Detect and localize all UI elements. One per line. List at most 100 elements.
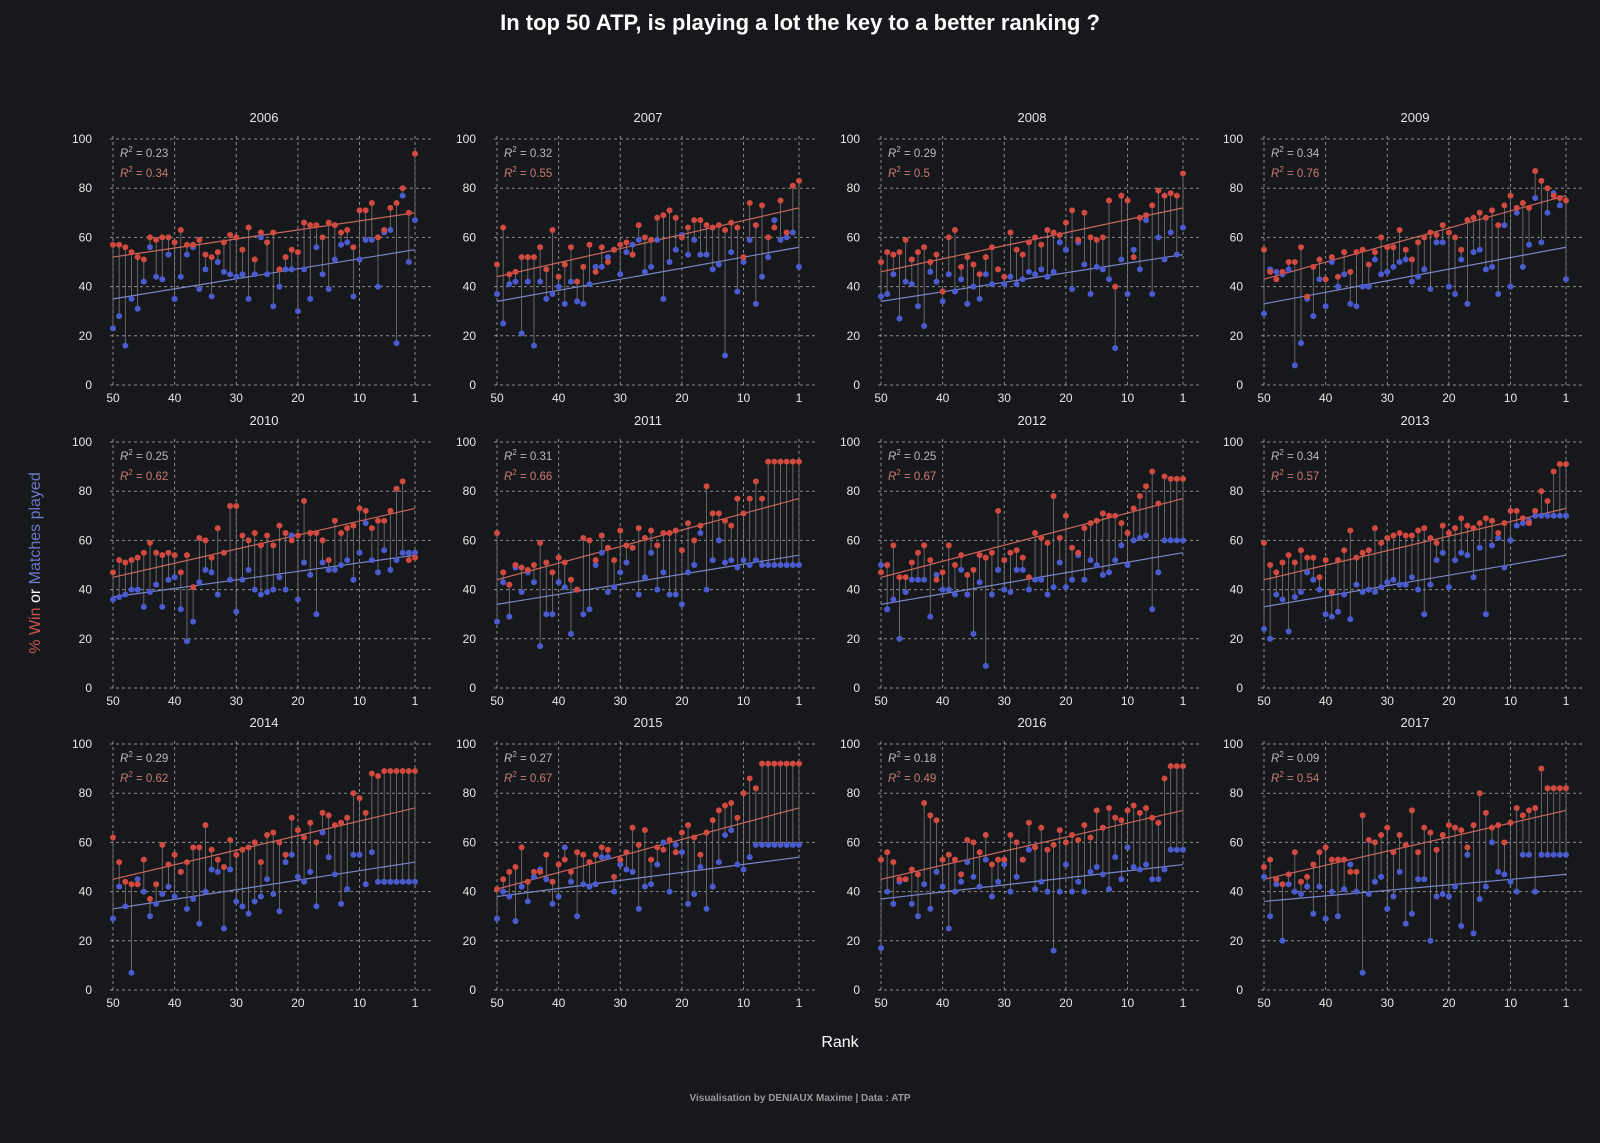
win-point: [1452, 234, 1459, 241]
played-point: [399, 878, 406, 885]
win-point: [902, 574, 909, 581]
win-point: [592, 268, 599, 275]
y-tick-label: 20: [79, 632, 93, 646]
r2-win-label: R2 = 0.62: [120, 468, 168, 483]
win-trend-line: [112, 212, 416, 258]
played-point: [356, 851, 363, 858]
played-point: [1390, 263, 1397, 270]
win-point: [1445, 229, 1452, 236]
played-point: [884, 606, 891, 613]
win-point: [995, 266, 1002, 273]
win-point: [140, 256, 147, 263]
y-tick-label: 60: [1230, 230, 1244, 244]
win-point: [1470, 525, 1477, 532]
r2-win-label: R2 = 0.62: [120, 770, 168, 785]
played-point: [958, 566, 965, 573]
win-point: [660, 212, 667, 219]
x-tick-label: 30: [230, 996, 244, 1010]
panel-title: 2016: [1018, 715, 1047, 730]
played-point: [796, 562, 802, 568]
win-point: [1501, 520, 1508, 527]
y-tick-label: 0: [469, 681, 476, 695]
played-point: [884, 290, 891, 297]
win-point: [190, 584, 197, 591]
played-point: [375, 569, 382, 576]
played-point: [1173, 846, 1180, 853]
played-point: [740, 259, 747, 265]
win-point: [1353, 249, 1360, 256]
played-point: [1149, 606, 1156, 613]
played-point: [592, 562, 599, 568]
win-point: [227, 502, 234, 509]
win-point: [580, 534, 587, 541]
played-point: [325, 566, 332, 573]
x-tick-label: 10: [737, 391, 751, 405]
played-point: [1032, 271, 1039, 278]
played-point: [752, 557, 759, 564]
played-point: [1032, 576, 1039, 583]
win-point: [1056, 827, 1063, 834]
played-trend-line: [112, 249, 416, 300]
win-point: [1267, 856, 1274, 863]
played-point: [165, 251, 172, 258]
played-point: [574, 298, 581, 305]
played-point: [368, 849, 375, 856]
played-point: [1316, 276, 1323, 283]
played-point: [685, 569, 692, 576]
y-tick-label: 100: [456, 132, 476, 146]
played-point: [933, 868, 940, 875]
played-point: [1013, 566, 1020, 573]
r2-played-label: R2 = 0.09: [1271, 750, 1319, 765]
played-point: [1476, 895, 1483, 902]
played-point: [1495, 290, 1502, 297]
played-point: [1538, 851, 1545, 858]
win-point: [715, 222, 722, 229]
win-point: [1062, 219, 1069, 226]
win-point: [884, 562, 891, 568]
played-point: [964, 859, 971, 866]
y-tick-label: 0: [853, 983, 860, 997]
played-point: [734, 564, 741, 571]
win-point: [331, 517, 338, 524]
win-point: [635, 222, 642, 229]
played-point: [958, 878, 965, 885]
played-point: [783, 234, 790, 241]
played-point: [122, 342, 129, 349]
win-point: [1378, 832, 1385, 839]
played-point: [691, 236, 698, 243]
played-point: [617, 569, 624, 576]
played-point: [604, 589, 611, 596]
win-point: [1050, 841, 1057, 848]
played-point: [1328, 259, 1335, 265]
x-tick-label: 30: [1381, 996, 1395, 1010]
win-point: [1143, 804, 1150, 811]
y-tick-label: 40: [463, 583, 477, 597]
played-point: [728, 827, 735, 834]
y-tick-label: 80: [79, 786, 93, 800]
win-point: [703, 222, 710, 229]
win-point: [270, 542, 277, 549]
win-point: [734, 224, 741, 231]
played-point: [672, 591, 679, 598]
win-point: [561, 261, 568, 268]
played-point: [1038, 576, 1045, 583]
y-tick-label: 20: [1230, 632, 1244, 646]
win-point: [896, 249, 903, 256]
win-point: [678, 829, 685, 836]
win-point: [282, 530, 289, 537]
played-point: [1093, 562, 1100, 568]
win-point: [914, 871, 921, 878]
played-point: [1136, 266, 1143, 273]
played-point: [375, 878, 382, 885]
y-tick-label: 80: [79, 181, 93, 195]
win-point: [1136, 809, 1143, 816]
win-point: [1384, 534, 1391, 541]
played-point: [1069, 888, 1076, 895]
y-tick-label: 100: [72, 435, 92, 449]
x-tick-label: 50: [874, 694, 888, 708]
y-tick-label: 0: [1236, 378, 1243, 392]
win-point: [1489, 517, 1496, 524]
win-point: [1143, 483, 1150, 490]
played-point: [227, 271, 234, 278]
played-point: [1322, 611, 1329, 618]
